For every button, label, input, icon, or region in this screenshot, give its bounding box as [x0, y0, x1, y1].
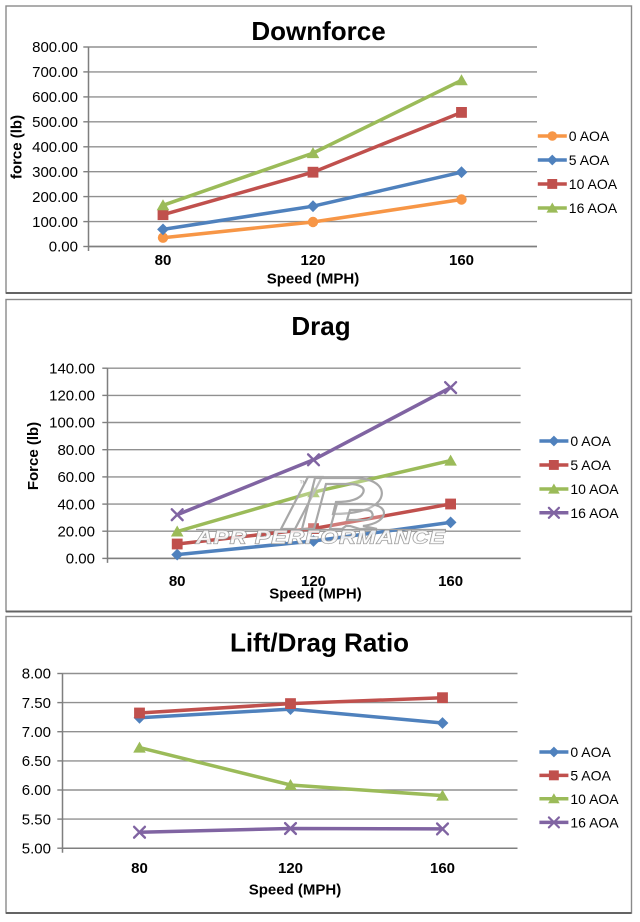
svg-text:160: 160 [438, 573, 463, 590]
svg-text:™: ™ [299, 479, 307, 488]
svg-text:Downforce: Downforce [251, 16, 385, 46]
svg-text:6.00: 6.00 [22, 782, 51, 799]
svg-text:APR PERFORMANCE: APR PERFORMANCE [195, 528, 446, 548]
svg-text:Speed (MPH): Speed (MPH) [267, 271, 360, 288]
svg-text:40.00: 40.00 [57, 496, 95, 513]
svg-text:0.00: 0.00 [49, 239, 78, 256]
svg-text:0 AOA: 0 AOA [570, 433, 611, 449]
svg-text:400.00: 400.00 [32, 139, 78, 156]
svg-text:500.00: 500.00 [32, 114, 78, 131]
svg-text:700.00: 700.00 [32, 64, 78, 81]
svg-text:16 AOA: 16 AOA [570, 815, 619, 831]
svg-text:100.00: 100.00 [49, 415, 95, 432]
svg-text:140.00: 140.00 [49, 360, 95, 377]
svg-text:20.00: 20.00 [57, 523, 95, 540]
svg-text:force (lb): force (lb) [9, 115, 26, 179]
svg-text:16 AOA: 16 AOA [569, 200, 618, 216]
svg-text:120: 120 [300, 252, 325, 269]
svg-text:5.50: 5.50 [22, 811, 51, 828]
svg-text:100.00: 100.00 [32, 214, 78, 231]
svg-text:8.00: 8.00 [22, 666, 51, 683]
svg-text:600.00: 600.00 [32, 89, 78, 106]
svg-text:80: 80 [131, 860, 148, 877]
svg-text:5 AOA: 5 AOA [570, 457, 611, 473]
svg-text:800.00: 800.00 [32, 39, 78, 56]
svg-text:7.00: 7.00 [22, 724, 51, 741]
svg-text:Force (lb): Force (lb) [25, 422, 42, 490]
svg-text:120: 120 [278, 860, 303, 877]
svg-text:80: 80 [155, 252, 172, 269]
svg-text:60.00: 60.00 [57, 469, 95, 486]
svg-text:5.00: 5.00 [22, 840, 51, 857]
svg-text:5 AOA: 5 AOA [569, 152, 610, 168]
svg-text:6.50: 6.50 [22, 753, 51, 770]
svg-text:160: 160 [430, 860, 455, 877]
svg-text:0 AOA: 0 AOA [569, 128, 610, 144]
svg-text:Lift/Drag Ratio: Lift/Drag Ratio [230, 628, 409, 658]
svg-text:200.00: 200.00 [32, 189, 78, 206]
svg-text:Drag: Drag [291, 311, 350, 341]
svg-text:7.50: 7.50 [22, 695, 51, 712]
svg-text:Speed (MPH): Speed (MPH) [269, 586, 362, 603]
svg-text:16 AOA: 16 AOA [570, 505, 619, 521]
svg-text:0.00: 0.00 [66, 551, 95, 568]
svg-text:5 AOA: 5 AOA [570, 768, 611, 784]
svg-text:300.00: 300.00 [32, 164, 78, 181]
svg-text:Speed (MPH): Speed (MPH) [249, 882, 342, 899]
svg-text:10 AOA: 10 AOA [569, 176, 618, 192]
svg-text:80.00: 80.00 [57, 442, 95, 459]
svg-text:10 AOA: 10 AOA [570, 481, 619, 497]
svg-text:0 AOA: 0 AOA [570, 744, 611, 760]
svg-text:160: 160 [449, 252, 474, 269]
svg-text:10 AOA: 10 AOA [570, 791, 619, 807]
svg-text:80: 80 [169, 573, 186, 590]
svg-text:120.00: 120.00 [49, 388, 95, 405]
svg-text:120: 120 [301, 573, 326, 590]
